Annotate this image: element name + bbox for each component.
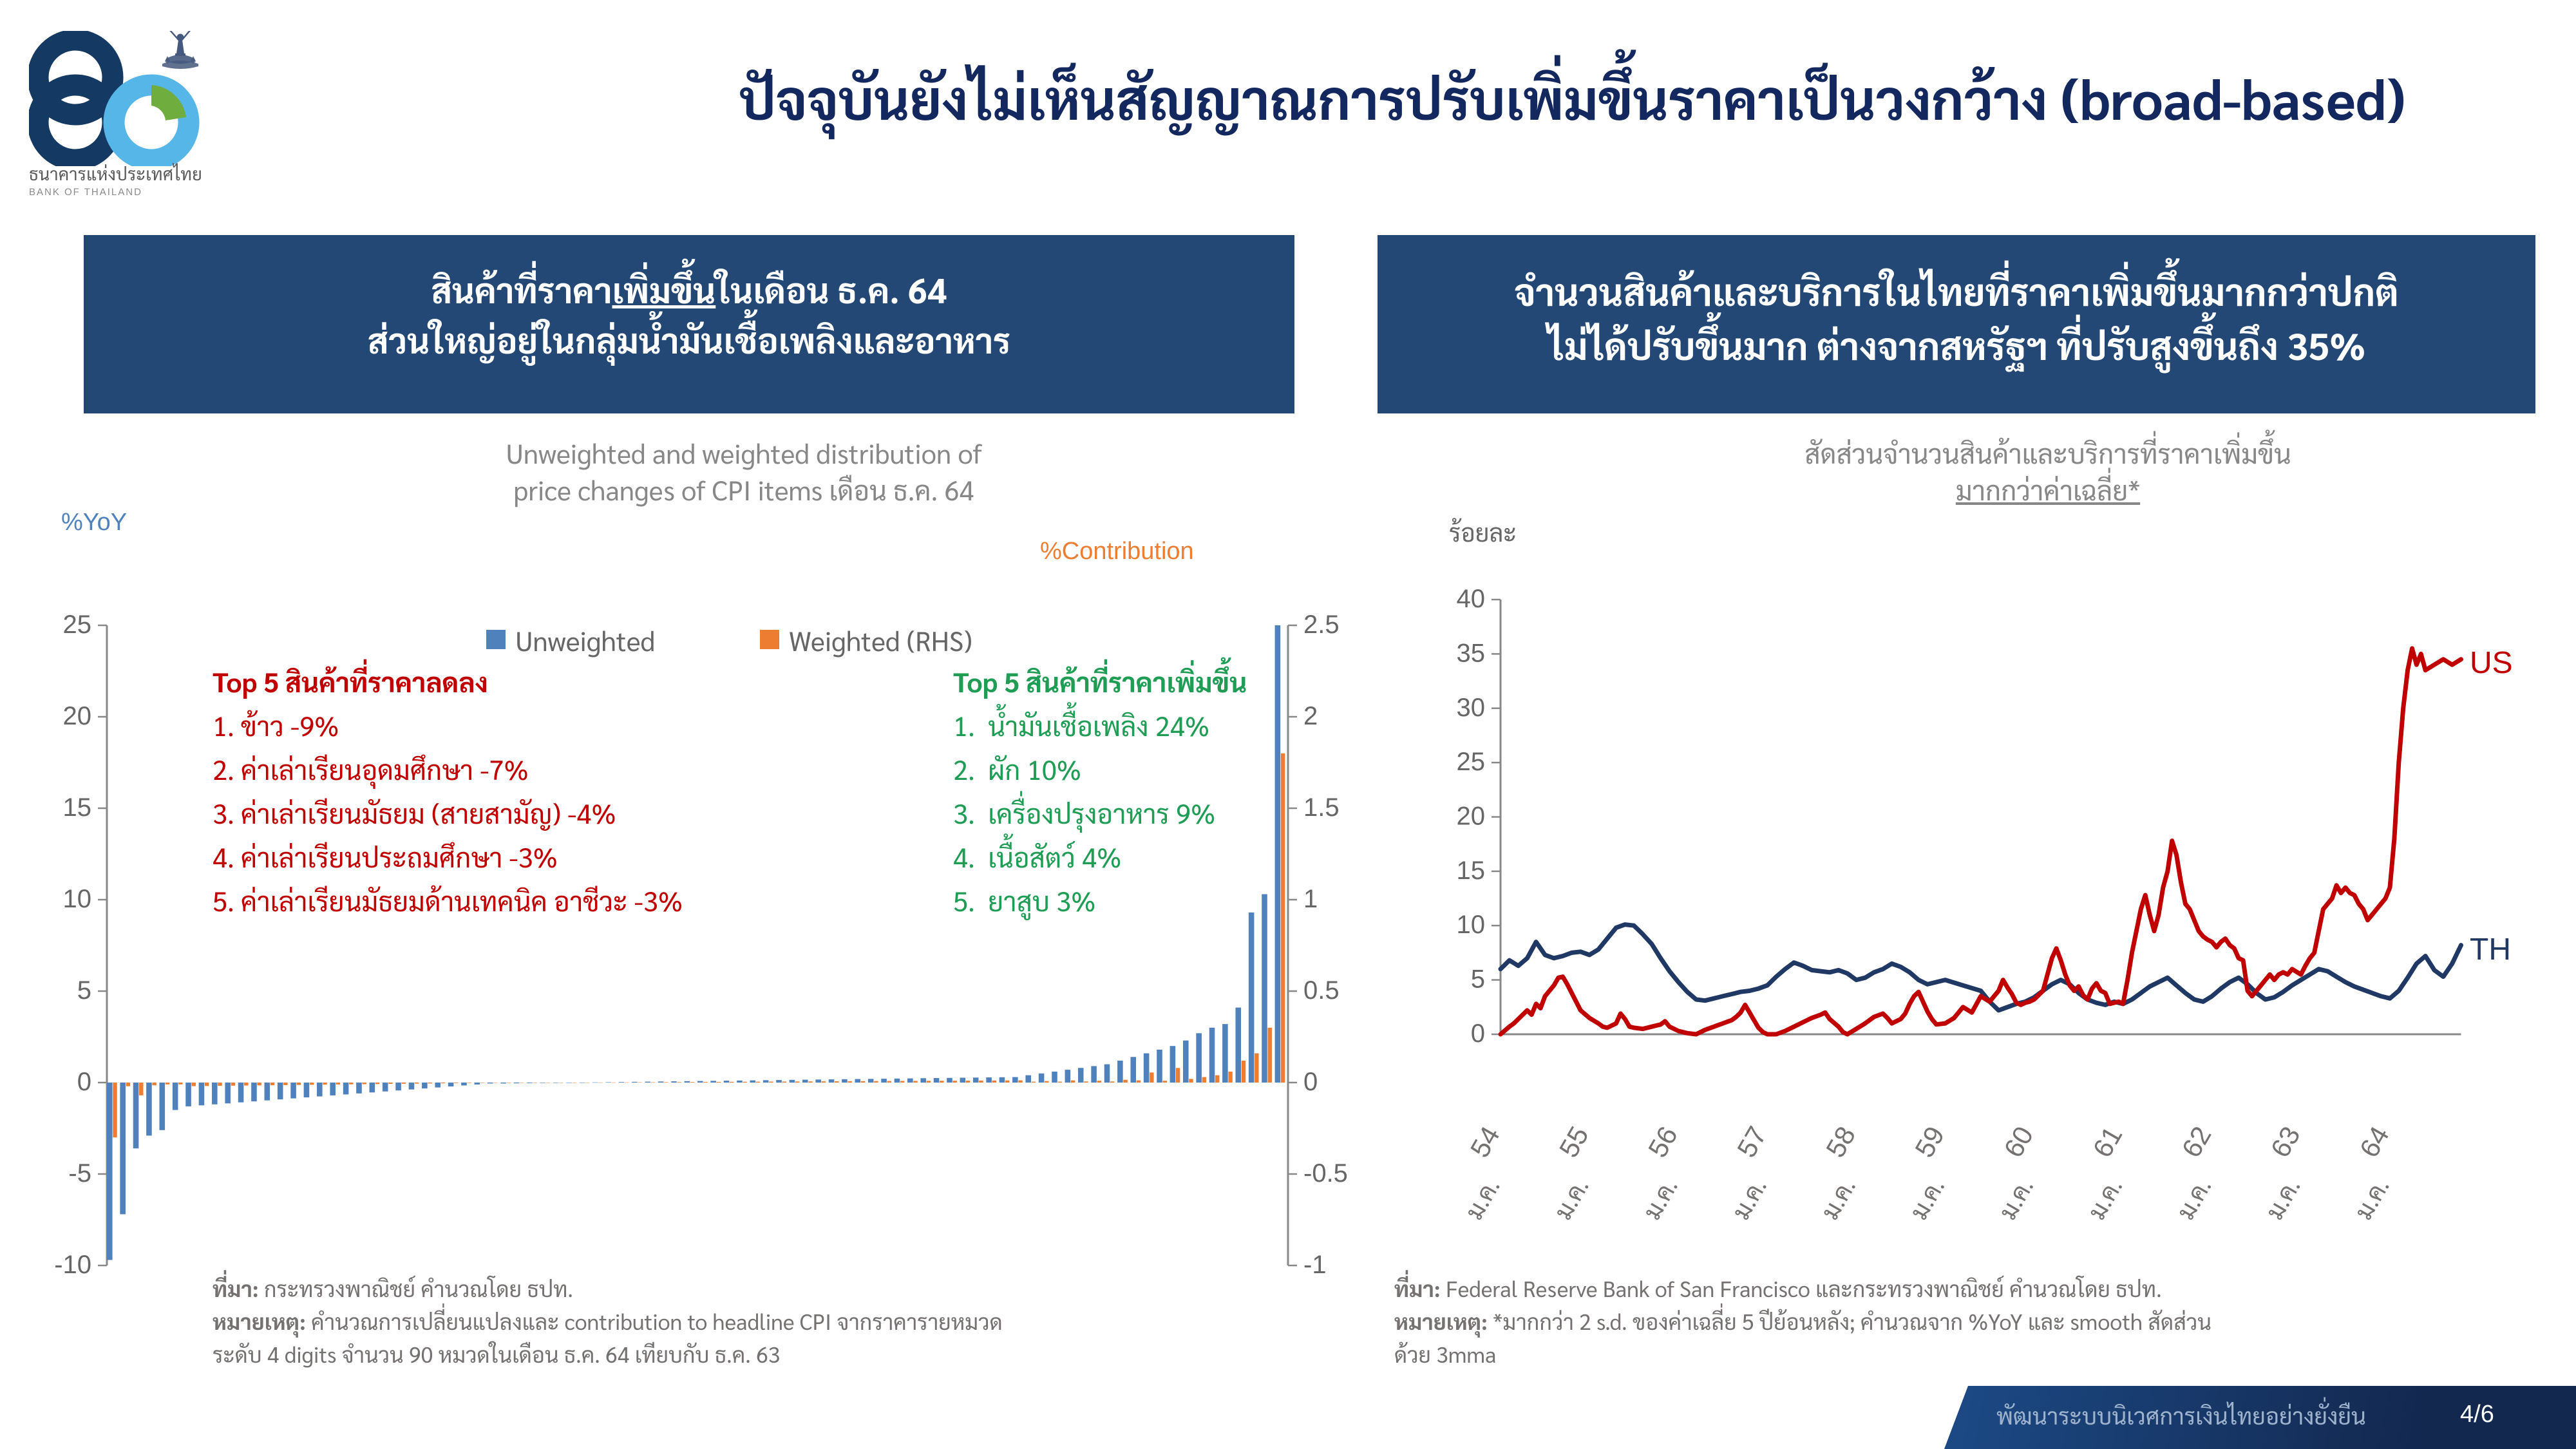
svg-text:60: 60 [1998,1121,2039,1162]
svg-text:ม.ค.: ม.ค. [1990,1172,2039,1224]
svg-text:-5: -5 [68,1159,91,1188]
svg-text:TH: TH [2470,933,2511,967]
svg-text:62: 62 [2176,1121,2217,1162]
svg-text:15: 15 [63,793,92,822]
svg-text:0: 0 [1471,1019,1485,1048]
svg-text:10: 10 [63,885,92,913]
svg-text:63: 63 [2265,1121,2306,1162]
svg-text:58: 58 [1820,1121,1861,1162]
svg-text:57: 57 [1731,1121,1772,1162]
svg-text:ม.ค.: ม.ค. [1901,1172,1950,1224]
svg-text:20: 20 [1457,802,1486,831]
svg-text:0: 0 [1303,1068,1318,1096]
svg-text:10: 10 [1457,911,1486,939]
svg-text:25: 25 [1457,748,1486,776]
svg-text:20: 20 [63,702,92,730]
svg-text:ม.ค.: ม.ค. [2168,1172,2217,1224]
svg-text:-10: -10 [54,1251,91,1279]
svg-text:ม.ค.: ม.ค. [2346,1172,2395,1224]
svg-text:-0.5: -0.5 [1303,1159,1348,1188]
svg-text:64: 64 [2354,1121,2395,1162]
svg-text:ม.ค.: ม.ค. [1812,1172,1861,1224]
svg-text:ม.ค.: ม.ค. [1723,1172,1772,1224]
svg-text:5: 5 [1471,965,1485,994]
svg-text:1.5: 1.5 [1303,793,1340,822]
svg-text:5: 5 [77,976,91,1005]
svg-text:35: 35 [1457,639,1486,667]
svg-text:40: 40 [1457,585,1486,613]
svg-text:ม.ค.: ม.ค. [1546,1172,1595,1224]
svg-text:59: 59 [1909,1121,1950,1162]
svg-text:2: 2 [1303,702,1318,730]
svg-text:30: 30 [1457,694,1486,722]
svg-text:1: 1 [1303,885,1318,913]
svg-text:56: 56 [1642,1121,1683,1162]
svg-text:54: 54 [1464,1121,1506,1162]
svg-text:61: 61 [2087,1121,2128,1162]
svg-text:15: 15 [1457,857,1486,885]
svg-text:ม.ค.: ม.ค. [2257,1172,2306,1224]
svg-text:ม.ค.: ม.ค. [2079,1172,2128,1224]
svg-text:2.5: 2.5 [1303,611,1340,639]
svg-text:US: US [2470,646,2513,680]
svg-text:0.5: 0.5 [1303,976,1340,1005]
svg-text:0: 0 [77,1068,91,1096]
svg-text:ม.ค.: ม.ค. [1457,1172,1506,1224]
svg-text:55: 55 [1553,1121,1595,1162]
svg-text:ม.ค.: ม.ค. [1634,1172,1683,1224]
svg-text:25: 25 [63,611,92,639]
